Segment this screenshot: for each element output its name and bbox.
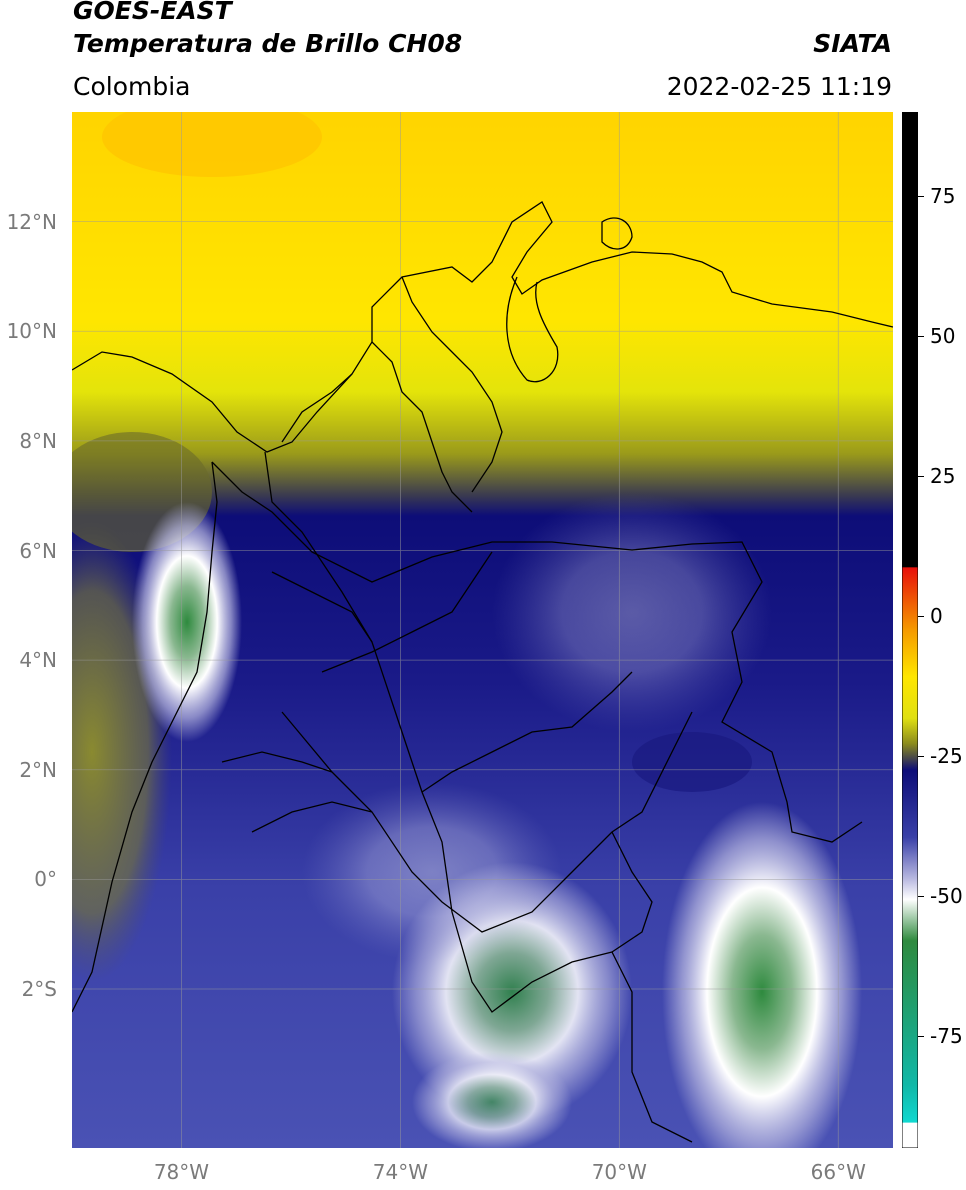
lat-tick-label: 12°N bbox=[6, 209, 57, 234]
satellite-title: GOES-EAST bbox=[73, 0, 232, 25]
lat-tick-label: 4°N bbox=[19, 648, 57, 673]
colorbar-tick-label: 75 bbox=[930, 184, 956, 208]
lon-tick-label: 78°W bbox=[153, 1160, 210, 1184]
colorbar-tick bbox=[918, 896, 924, 897]
colorbar bbox=[902, 112, 918, 1148]
colorbar-tick bbox=[918, 476, 924, 477]
lat-tick-label: 8°N bbox=[19, 428, 57, 453]
lon-tick-label: 70°W bbox=[591, 1160, 647, 1184]
brightness-temperature-map bbox=[72, 112, 893, 1148]
lat-tick-label: 10°N bbox=[6, 319, 57, 344]
colorbar-tick-label: -25 bbox=[930, 744, 963, 768]
colorbar-tick bbox=[918, 756, 924, 757]
lat-tick-label: 6°N bbox=[19, 538, 57, 563]
colorbar-tick bbox=[918, 616, 924, 617]
colorbar-tick-label: -75 bbox=[930, 1024, 963, 1048]
product-title: Temperatura de Brillo CH08 bbox=[73, 29, 463, 58]
lat-tick-label: 2°N bbox=[19, 757, 57, 782]
colorbar-tick-label: 25 bbox=[930, 464, 956, 488]
colorbar-tick bbox=[918, 336, 924, 337]
datetime-label: 2022-02-25 11:19 bbox=[666, 72, 892, 101]
lat-tick-label: 0° bbox=[34, 867, 57, 892]
colorbar-tick bbox=[918, 1036, 924, 1037]
coastlines-borders bbox=[72, 201, 893, 1143]
organization-label: SIATA bbox=[813, 29, 892, 58]
region-label: Colombia bbox=[73, 72, 191, 101]
graticule-lines bbox=[72, 112, 893, 1148]
colorbar-tick-label: -50 bbox=[930, 884, 963, 908]
colorbar-tick-label: 50 bbox=[930, 324, 956, 348]
colorbar-tick bbox=[918, 196, 924, 197]
lon-tick-label: 66°W bbox=[810, 1160, 866, 1184]
lon-tick-label: 74°W bbox=[372, 1160, 428, 1184]
lat-tick-label: 2°S bbox=[21, 977, 57, 1002]
colorbar-tick-label: 0 bbox=[930, 604, 943, 628]
